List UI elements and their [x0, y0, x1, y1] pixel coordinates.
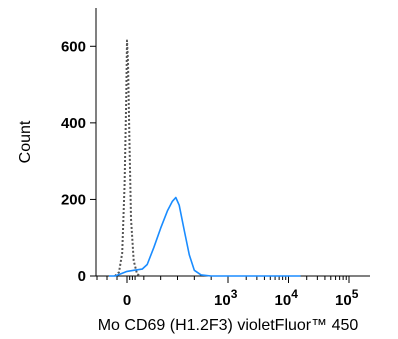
series-layer: [109, 39, 301, 277]
x-tick-base: 10: [335, 292, 352, 309]
x-tick-base: 10: [275, 292, 292, 309]
x-tick-label: 0: [123, 292, 131, 309]
series-line-dotted: [114, 39, 141, 277]
plot-frame: [95, 8, 370, 277]
y-tick-label: 0: [78, 268, 86, 285]
x-tick-exponent: 5: [352, 287, 359, 301]
x-tick-exponent: 3: [231, 287, 238, 301]
x-tick-label: 105: [335, 287, 359, 309]
y-axis-label: Count: [17, 120, 34, 163]
y-tick-label: 400: [61, 115, 86, 132]
x-axis-label: Mo CD69 (H1.2F3) violetFluor™ 450: [98, 317, 359, 334]
y-axis: 0 200 400 600: [61, 38, 96, 285]
x-tick-label: 103: [214, 287, 238, 309]
x-axis: 0 103 104 105: [96, 276, 359, 309]
x-tick-base: 10: [214, 292, 231, 309]
x-tick-exponent: 4: [291, 287, 298, 301]
y-tick-label: 600: [61, 38, 86, 55]
x-tick-label: 104: [275, 287, 299, 309]
series-line-solid: [109, 196, 301, 277]
y-tick-label: 200: [61, 191, 86, 208]
